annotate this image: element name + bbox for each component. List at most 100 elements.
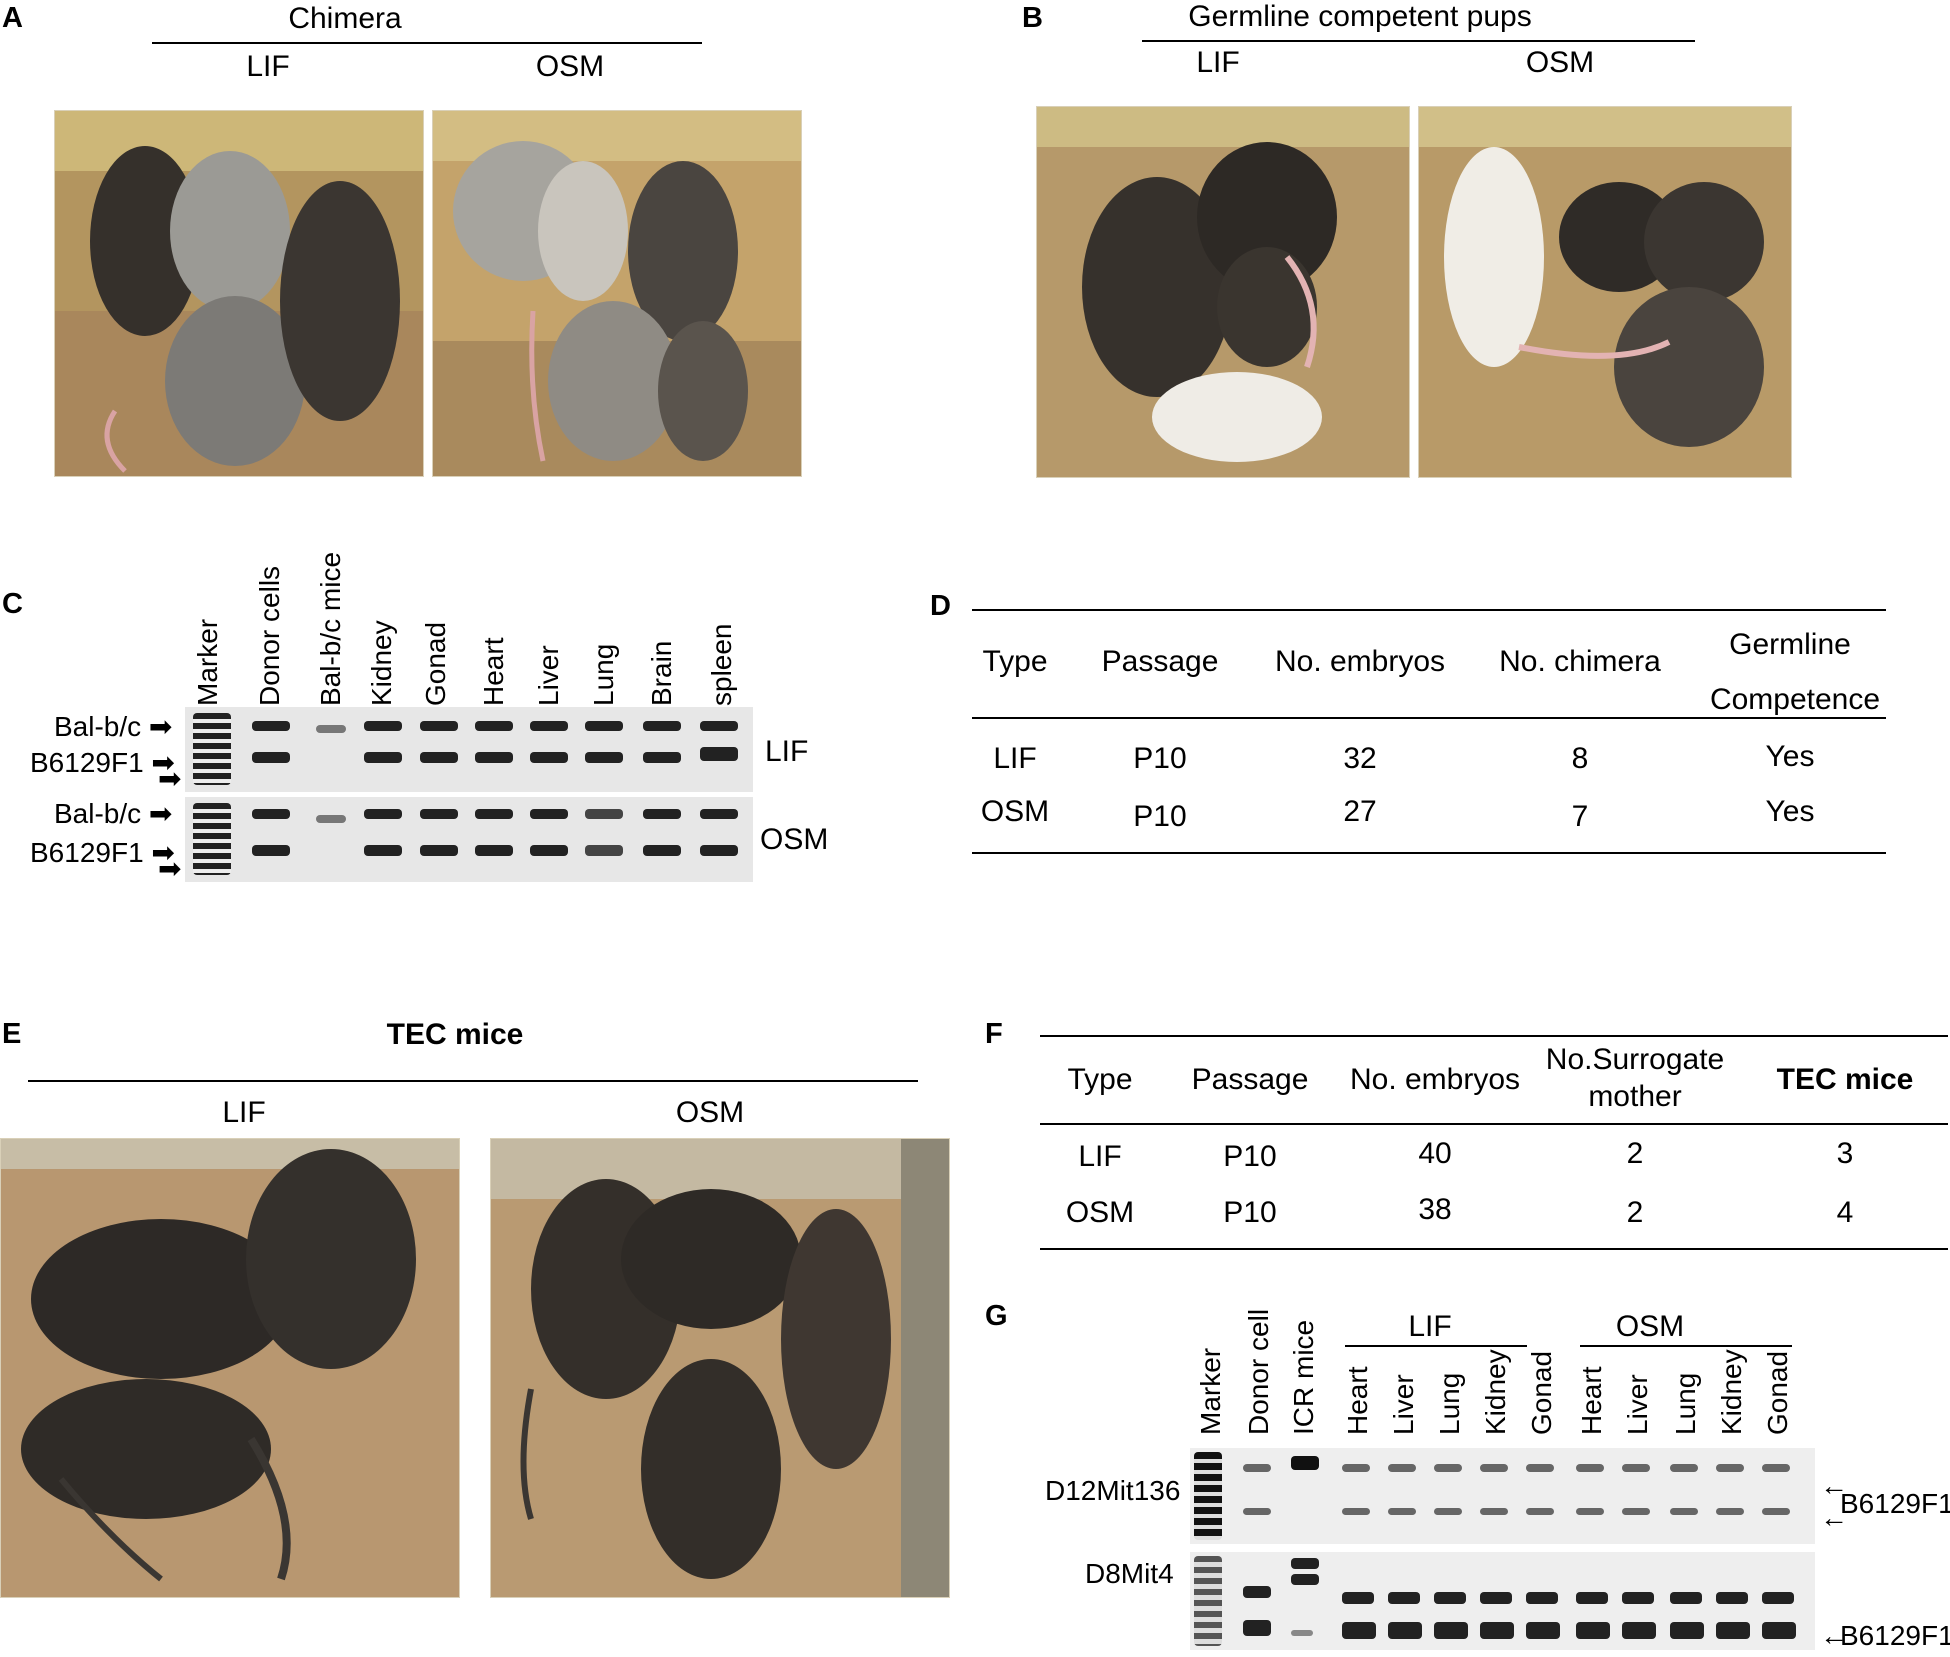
panel-f-bottom-rule bbox=[1040, 1248, 1948, 1250]
panel-a-rule bbox=[152, 42, 702, 44]
lane-label-gonad: Gonad bbox=[420, 621, 451, 706]
lane-label-heart: Heart bbox=[478, 637, 509, 706]
table-d-row1-embryos: 32 bbox=[1343, 742, 1377, 775]
panel-g-label: G bbox=[985, 1300, 1008, 1332]
lane-g-osm-lung: Lung bbox=[1670, 1372, 1701, 1435]
panel-e-lif-photo bbox=[0, 1138, 460, 1598]
table-f-header-surrogate: No.Surrogate bbox=[1545, 1043, 1725, 1076]
gel-g-d8 bbox=[1190, 1552, 1815, 1650]
lane-g-lif-kidney: Kidney bbox=[1480, 1349, 1511, 1435]
lane-g-icr-mice: ICR mice bbox=[1288, 1319, 1319, 1435]
table-d-row2-chimera: 7 bbox=[1571, 800, 1589, 833]
table-f-row2-type: OSM bbox=[1065, 1196, 1135, 1229]
gel-g-d12-arrow-lower: ← bbox=[1820, 1502, 1848, 1533]
lane-g-marker: Marker bbox=[1195, 1347, 1226, 1435]
table-d-header-embryos: No. embryos bbox=[1274, 645, 1446, 678]
gel-c-lif-arrow-extra: ➡ bbox=[158, 763, 182, 794]
lane-g-lif-lung: Lung bbox=[1434, 1372, 1465, 1435]
panel-b-osm-label: OSM bbox=[1525, 46, 1595, 79]
table-f-row2-tec: 4 bbox=[1836, 1196, 1854, 1229]
lane-label-donor-cells: Donor cells bbox=[254, 565, 285, 706]
table-d-row2-embryos: 27 bbox=[1343, 795, 1377, 828]
table-d-row2-germline: Yes bbox=[1765, 795, 1815, 828]
panel-d-mid-rule bbox=[972, 717, 1886, 719]
table-d-header-competence: Competence bbox=[1709, 683, 1881, 716]
panel-d-top-rule bbox=[972, 609, 1886, 611]
lane-g-osm-heart: Heart bbox=[1576, 1366, 1607, 1435]
table-f-row1-passage: P10 bbox=[1223, 1140, 1277, 1173]
lane-label-liver: Liver bbox=[533, 645, 564, 706]
panel-e-rule bbox=[28, 1080, 918, 1082]
table-f-row2-surrogate: 2 bbox=[1626, 1196, 1644, 1229]
panel-f-top-rule bbox=[1040, 1035, 1948, 1037]
gel-c-lif bbox=[185, 707, 753, 792]
panel-c-label: C bbox=[2, 588, 23, 620]
table-f-header-type: Type bbox=[1067, 1063, 1133, 1096]
lane-label-brain: Brain bbox=[646, 640, 677, 706]
lane-label-balbc-mice: Bal-b/c mice bbox=[315, 551, 346, 706]
table-f-header-mother: mother bbox=[1588, 1080, 1682, 1113]
gel-g-d12 bbox=[1190, 1448, 1815, 1544]
panel-e-osm-label: OSM bbox=[675, 1096, 745, 1129]
lane-g-lif-liver: Liver bbox=[1388, 1374, 1419, 1435]
table-f-row1-surrogate: 2 bbox=[1626, 1137, 1644, 1170]
gel-c-lif-b6-label: B6129F1 ➡ bbox=[30, 747, 175, 778]
lane-label-spleen: spleen bbox=[706, 623, 737, 706]
panel-e-title: TEC mice bbox=[386, 1018, 524, 1051]
table-f-header-embryos: No. embryos bbox=[1349, 1063, 1521, 1096]
panel-a-lif-photo bbox=[54, 110, 424, 477]
panel-a-osm-photo bbox=[432, 110, 802, 477]
table-d-header-chimera: No. chimera bbox=[1499, 645, 1661, 678]
panel-d-bottom-rule bbox=[972, 852, 1886, 854]
panel-a-lif-label: LIF bbox=[246, 50, 290, 83]
panel-f-label: F bbox=[985, 1018, 1003, 1050]
panel-g-osm-rule bbox=[1580, 1345, 1792, 1347]
table-f-row1-type: LIF bbox=[1078, 1140, 1122, 1173]
panel-e-lif-label: LIF bbox=[222, 1096, 266, 1129]
table-d-header-type: Type bbox=[982, 645, 1048, 678]
panel-a-title: Chimera bbox=[288, 2, 402, 35]
panel-b-label: B bbox=[1022, 2, 1043, 34]
gel-c-osm bbox=[185, 797, 753, 882]
gel-c-osm-arrow-extra: ➡ bbox=[158, 853, 182, 884]
panel-b-osm-photo bbox=[1418, 106, 1792, 478]
table-d-row2-passage: P10 bbox=[1133, 800, 1187, 833]
panel-g-lif-rule bbox=[1345, 1345, 1527, 1347]
gel-g-d8-band-label: B6129F1 bbox=[1840, 1620, 1950, 1651]
gel-g-d8-arrow: ← bbox=[1820, 1620, 1848, 1651]
lane-g-osm-gonad: Gonad bbox=[1762, 1350, 1793, 1435]
gel-c-osm-balbc-label: Bal-b/c ➡ bbox=[54, 798, 173, 829]
lane-g-osm-kidney: Kidney bbox=[1716, 1349, 1747, 1435]
gel-g-d12-arrow-upper: ← bbox=[1820, 1470, 1848, 1501]
lane-g-lif-heart: Heart bbox=[1342, 1366, 1373, 1435]
table-f-row2-passage: P10 bbox=[1223, 1196, 1277, 1229]
lane-g-donor-cell: Donor cell bbox=[1243, 1308, 1274, 1435]
table-f-header-tec: TEC mice bbox=[1776, 1063, 1914, 1096]
panel-f-mid-rule bbox=[1040, 1123, 1948, 1125]
panel-d-label: D bbox=[930, 590, 951, 622]
panel-b-lif-label: LIF bbox=[1196, 46, 1240, 79]
table-f-row1-tec: 3 bbox=[1836, 1137, 1854, 1170]
panel-g-osm-group: OSM bbox=[1615, 1310, 1685, 1343]
table-f-row2-embryos: 38 bbox=[1418, 1193, 1452, 1226]
panel-b-title: Germline competent pups bbox=[1188, 0, 1532, 33]
panel-e-label: E bbox=[2, 1018, 22, 1050]
panel-a-osm-label: OSM bbox=[535, 50, 605, 83]
gel-c-osm-label: OSM bbox=[760, 823, 829, 856]
gel-g-d12-label: D12Mit136 bbox=[1045, 1475, 1181, 1506]
panel-g-lif-group: LIF bbox=[1408, 1310, 1452, 1343]
gel-c-lif-label: LIF bbox=[765, 735, 809, 768]
table-f-row1-embryos: 40 bbox=[1418, 1137, 1452, 1170]
lane-g-osm-liver: Liver bbox=[1622, 1374, 1653, 1435]
panel-b-lif-photo bbox=[1036, 106, 1410, 478]
table-f-header-passage: Passage bbox=[1191, 1063, 1309, 1096]
gel-g-d8-label: D8Mit4 bbox=[1085, 1558, 1174, 1589]
lane-label-lung: Lung bbox=[588, 643, 619, 706]
table-d-row2-type: OSM bbox=[980, 795, 1050, 828]
gel-g-d12-band-label: B6129F1 bbox=[1840, 1488, 1950, 1519]
panel-a-label: A bbox=[2, 2, 23, 34]
lane-g-lif-gonad: Gonad bbox=[1526, 1350, 1557, 1435]
lane-label-marker: Marker bbox=[192, 618, 223, 706]
table-d-header-germline: Germline bbox=[1729, 628, 1851, 661]
gel-c-osm-b6-label: B6129F1 ➡ bbox=[30, 837, 175, 868]
